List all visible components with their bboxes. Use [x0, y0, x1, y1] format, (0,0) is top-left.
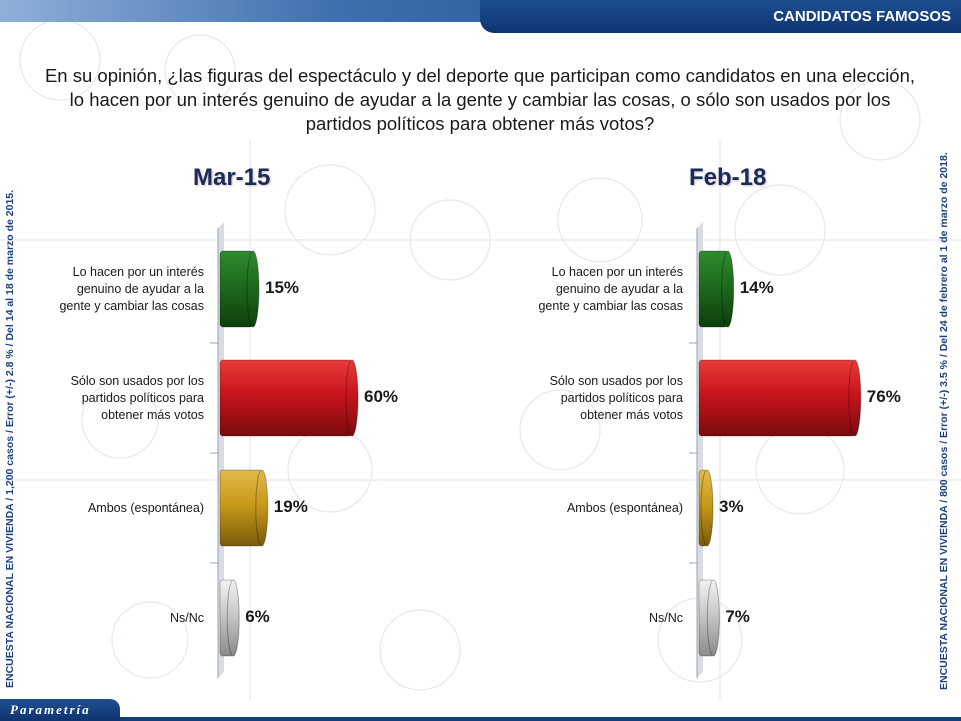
section-title: CANDIDATOS FAMOSOS	[480, 0, 961, 33]
bar-mar15-used-by-parties	[219, 359, 353, 437]
value-label-mar15-genuine-interest: 15%	[265, 278, 300, 297]
category-label-feb18-both: Ambos (espontánea)	[566, 500, 683, 515]
bar-cap-feb18-used-by-parties	[848, 359, 862, 437]
value-label-feb18-ns-nc: 7%	[725, 607, 750, 626]
chart-axis-mar15	[218, 222, 224, 678]
category-label-mar15-both: Ambos (espontánea)	[87, 500, 204, 515]
category-label-mar15-used-by-parties: Sólo son usados por los partidos político…	[70, 373, 204, 422]
category-label-mar15-ns-nc: Ns/Nc	[169, 610, 204, 625]
parametria-logo: Parametría	[0, 699, 120, 721]
chart-axis-feb18	[697, 222, 703, 678]
bar-cap-feb18-ns-nc	[706, 579, 720, 657]
bar-cap-mar15-ns-nc	[226, 579, 240, 657]
value-label-feb18-genuine-interest: 14%	[739, 278, 774, 297]
bar-cap-feb18-both	[700, 469, 714, 547]
chart-title-mar15: Mar-15	[193, 164, 271, 191]
bar-cap-feb18-genuine-interest	[721, 250, 735, 328]
bar-cap-mar15-genuine-interest	[246, 250, 260, 328]
value-label-mar15-both: 19%	[273, 497, 308, 516]
value-label-mar15-ns-nc: 6%	[245, 607, 270, 626]
category-label-feb18-genuine-interest: Lo hacen por un interés genuino de ayudar…	[538, 264, 683, 313]
category-label-feb18-ns-nc: Ns/Nc	[648, 610, 683, 625]
bar-cap-mar15-used-by-parties	[345, 359, 359, 437]
bar-feb18-used-by-parties	[698, 359, 856, 437]
category-label-feb18-used-by-parties: Sólo son usados por los partidos político…	[549, 373, 683, 422]
footer-line	[0, 717, 961, 721]
value-label-mar15-used-by-parties: 60%	[364, 387, 399, 406]
survey-question: En su opinión, ¿las figuras del espectác…	[44, 65, 916, 134]
category-label-mar15-genuine-interest: Lo hacen por un interés genuino de ayudar…	[59, 264, 204, 313]
value-label-feb18-both: 3%	[719, 497, 744, 516]
chart-title-feb18: Feb-18	[689, 164, 767, 191]
value-label-feb18-used-by-parties: 76%	[866, 387, 901, 406]
bar-cap-mar15-both	[255, 469, 269, 547]
